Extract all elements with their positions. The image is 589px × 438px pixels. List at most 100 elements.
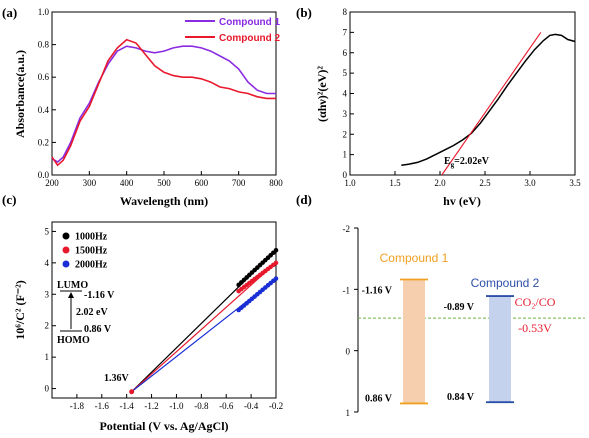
panel-a-xlabel: Wavelength (nm): [120, 194, 208, 208]
panel-b-label: (b): [296, 5, 312, 20]
inset-lumo-label: LUMO: [57, 280, 88, 291]
x-tick-label: 500: [157, 178, 171, 188]
y-tick-label: 1: [45, 352, 50, 362]
x-tick-label: 1.0: [344, 178, 356, 188]
y-tick-label: -1: [343, 285, 351, 295]
x-tick-label: 400: [120, 178, 134, 188]
inset-arrowhead-icon: [68, 292, 74, 298]
y-tick-label: 0: [346, 347, 351, 357]
x-tick-label: 800: [269, 178, 283, 188]
y-tick-label: -2: [343, 224, 351, 234]
y-tick-label: 4: [343, 89, 348, 99]
legend-label-1500Hz: 1500Hz: [75, 246, 108, 257]
x-tick-label: -0.4: [244, 401, 259, 411]
y-tick-label: 1.0: [38, 7, 50, 17]
panel-c-label: (c): [2, 192, 16, 207]
legend-marker-1000Hz: [62, 232, 70, 240]
x-tick-label: 2.5: [479, 178, 491, 188]
y-tick-label: 6: [343, 48, 348, 58]
panel-a-legend: Compound 1 Compound 2: [185, 17, 281, 44]
y-tick-label: 7: [343, 27, 348, 37]
y-tick-label: 0.4: [38, 105, 50, 115]
y-tick-label: 5: [45, 226, 50, 236]
x-tick-label: -1.6: [95, 401, 110, 411]
data-point-2000Hz: [273, 276, 279, 281]
legend-label-2000Hz: 2000Hz: [75, 260, 108, 271]
x-tick-label: 700: [232, 178, 246, 188]
series-line-2: [51, 38, 276, 167]
x-tick-label: 300: [83, 178, 97, 188]
band-bar-2: [489, 296, 511, 403]
panel-c-legend: 1000Hz 1500Hz 2000Hz: [62, 232, 108, 271]
compound-label-2: Compound 2: [471, 276, 540, 290]
x-tick-label: -0.8: [194, 401, 209, 411]
y-tick-label: 3: [45, 289, 50, 299]
panel-b-ylabel: (αhν)²(eV)²: [315, 66, 329, 122]
tangent-fit-line: [441, 32, 542, 176]
data-point-1500Hz: [273, 260, 279, 266]
panel-c-frame: [51, 221, 277, 399]
panel-c: (c) -1.8 -1.6 -1.4 -1.2 -1.0 -0.8 -0.6 -0.4 -0.2…: [2, 192, 283, 433]
legend-label-1000Hz: 1000Hz: [75, 232, 108, 243]
vb-value-1: 0.86 V: [365, 393, 393, 404]
x-tick-label: 600: [195, 178, 209, 188]
x-tick-label: 2.0: [434, 178, 446, 188]
y-tick-label: 2: [45, 321, 50, 331]
y-tick-label: 0: [45, 384, 50, 394]
compound-label-1: Compound 1: [380, 251, 449, 265]
y-tick-label: 0.2: [38, 137, 49, 147]
cb-value-2: -0.89 V: [444, 302, 475, 313]
y-tick-label: 0: [343, 170, 348, 180]
tauc-curve: [401, 33, 576, 166]
inset-homo-value: 0.86 V: [84, 324, 112, 335]
vb-value-2: 0.84 V: [447, 392, 475, 403]
cb-value-1: -1.16 V: [362, 286, 393, 297]
y-tick-label: 3: [343, 109, 348, 119]
panel-a-ylabel: Absorbance(a.u.): [13, 50, 27, 138]
fit-line-1500Hz: [131, 262, 277, 393]
y-tick-label: 0.6: [38, 72, 50, 82]
legend-label-compound-1: Compound 1: [219, 17, 281, 28]
y-tick-label: 5: [343, 68, 348, 78]
x-tick-label: -1.0: [169, 401, 184, 411]
band-bar-1: [403, 279, 425, 404]
y-tick-label: 4: [45, 258, 50, 268]
y-tick-label: 8: [343, 7, 348, 17]
y-tick-label: 0.0: [38, 170, 50, 180]
x-tick-label: 200: [45, 178, 59, 188]
series-line-1: [51, 45, 276, 163]
intercept-point: [129, 389, 135, 395]
panel-a-label: (a): [2, 5, 17, 20]
inset-lumo-value: -1.16 V: [84, 290, 115, 301]
y-tick-label: 1: [343, 150, 348, 160]
panel-d: (d) -2 -1 0 1 CO₂/CO -0.53V Compound 1 -1.16 V…: [296, 192, 585, 418]
x-tick-label: -0.6: [219, 401, 234, 411]
x-tick-label: -1.4: [120, 401, 135, 411]
legend-marker-2000Hz: [62, 260, 70, 268]
inset-gap: 2.02 eV: [76, 307, 108, 318]
reference-label: CO₂/CO: [515, 295, 556, 309]
panel-c-inset: LUMO -1.16 V 2.02 eV 0.86 V HOMO: [57, 280, 115, 346]
panel-b-eg-annotation: Eg=2.02eV: [444, 156, 490, 169]
x-tick-label: 1.5: [389, 178, 401, 188]
panel-c-xlabel: Potential (V vs. Ag/AgCl): [99, 419, 228, 433]
reference-value: -0.53V: [518, 321, 552, 335]
x-tick-label: 3.5: [569, 178, 581, 188]
panel-b-frame: [349, 11, 576, 176]
panel-c-intercept-label: 1.36V: [104, 373, 130, 384]
data-point-1000Hz: [273, 247, 279, 253]
x-tick-label: 3.0: [524, 178, 536, 188]
panel-a: (a) 200 300 400 500 600 700 800 0.0 0.2 0.4 0.6 0.8…: [2, 5, 283, 208]
panel-c-ylabel: 10⁶/C² (F⁻²): [13, 280, 27, 339]
x-tick-label: -1.2: [144, 401, 158, 411]
panel-d-label: (d): [296, 192, 312, 207]
legend-marker-1500Hz: [62, 246, 70, 254]
inset-homo-label: HOMO: [57, 335, 90, 346]
y-tick-label: 0.8: [38, 40, 50, 50]
legend-label-compound-2: Compound 2: [219, 33, 281, 44]
x-tick-label: -1.8: [70, 401, 85, 411]
x-tick-label: -0.2: [269, 401, 283, 411]
panel-b-xlabel: hv (eV): [443, 194, 481, 208]
